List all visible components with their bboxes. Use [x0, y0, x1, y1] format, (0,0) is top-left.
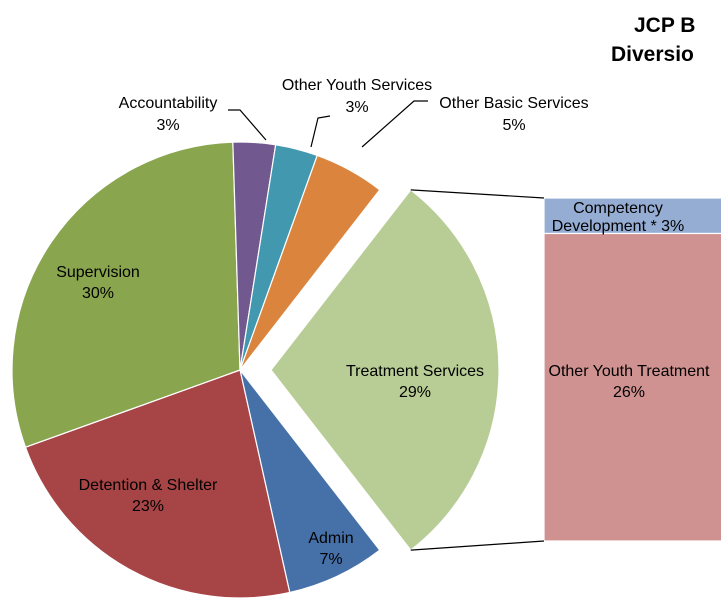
pie-slice-other-basic-services: [239, 154, 381, 371]
connector-line-top: [410, 189, 545, 199]
leader-line-accountability: [228, 109, 267, 141]
pie-slice-supervision: [11, 141, 241, 448]
bar-segment-competency-development-3: [543, 197, 721, 235]
pie-slice-treatment-services: [270, 189, 500, 551]
slice-label-treatment-services: Treatment Services 29%: [346, 363, 484, 401]
leader-line-other-youth-services: [310, 115, 331, 148]
slice-label-accountability: Accountability 3%: [119, 95, 218, 134]
chart-title-line-1: JCP B: [634, 14, 696, 37]
slice-label-other-basic-services: Other Basic Services 5%: [439, 95, 588, 134]
slice-label-supervision: Supervision 30%: [56, 264, 140, 302]
bar-label-competency-development-3: Competency Development * 3%: [552, 200, 685, 235]
bar-label-other-youth-treatment: Other Youth Treatment 26%: [549, 363, 711, 401]
chart-title-line-2: Diversio: [611, 43, 694, 66]
connector-line-bottom: [410, 540, 545, 551]
slice-label-other-youth-services: Other Youth Services 3%: [282, 77, 432, 116]
pie-slice-detention-shelter: [24, 369, 291, 599]
leader-line-other-basic-services: [361, 100, 428, 148]
slice-label-admin: Admin 7%: [308, 530, 353, 568]
bar-segment-other-youth-treatment: [543, 232, 721, 542]
slice-label-detention-shelter: Detention & Shelter 23%: [79, 477, 218, 515]
